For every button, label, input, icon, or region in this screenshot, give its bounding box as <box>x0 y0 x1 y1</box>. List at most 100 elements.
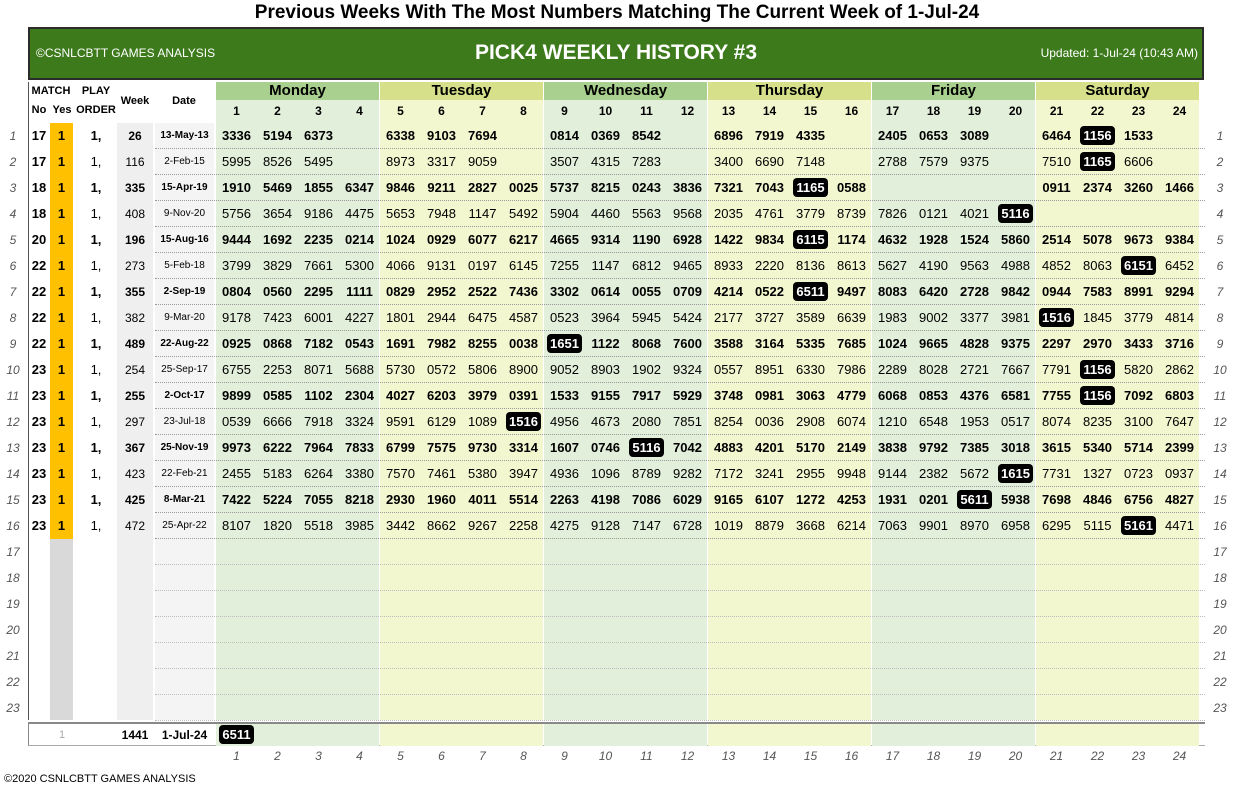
draw-number: 9842 <box>1001 284 1030 299</box>
draw-number: 9186 <box>304 206 333 221</box>
draw-number: 5115 <box>1083 518 1112 533</box>
draw-number: 4214 <box>714 284 743 299</box>
day-header-friday: Friday <box>872 82 1035 100</box>
play-order: 1, <box>90 258 102 273</box>
matched-number: 1516 <box>506 412 541 431</box>
draw-cell: 3985 <box>339 513 380 539</box>
draw-cell: 2177 <box>708 305 749 331</box>
draw-number: 6217 <box>509 232 538 247</box>
draw-cell: 6639 <box>831 305 872 331</box>
draw-number: 4936 <box>550 466 579 481</box>
draw-cell: 8951 <box>749 357 790 383</box>
draw-number: 9155 <box>591 388 620 403</box>
matched-number: 1516 <box>1039 308 1074 327</box>
draw-number: 3779 <box>1124 310 1153 325</box>
draw-number: 0038 <box>509 336 538 351</box>
day-band-2 <box>380 82 543 720</box>
row-separator <box>155 382 1205 383</box>
draw-cell: 1165 <box>790 175 831 201</box>
draw-number: 6928 <box>673 232 702 247</box>
draw-number: 7851 <box>673 414 702 429</box>
draw-cell: 0243 <box>626 175 667 201</box>
draw-cell: 8136 <box>790 253 831 279</box>
draw-date: 13-May-13 <box>160 130 209 141</box>
row-number-left: 6 <box>9 259 17 273</box>
draw-number: 9267 <box>468 518 497 533</box>
draw-cell: 3100 <box>1118 409 1159 435</box>
matched-number: 5161 <box>1121 516 1156 535</box>
draw-number: 5737 <box>550 180 579 195</box>
draw-number: 2728 <box>960 284 989 299</box>
draw-number: 6107 <box>755 492 784 507</box>
draw-cell: 3260 <box>1118 175 1159 201</box>
draw-number: 9591 <box>386 414 415 429</box>
day-header-wednesday: Wednesday <box>544 82 707 100</box>
draw-number: 2944 <box>427 310 456 325</box>
draw-number: 3668 <box>796 518 825 533</box>
draw-cell: 6690 <box>749 149 790 175</box>
draw-cell: 9211 <box>421 175 462 201</box>
draw-number: 7436 <box>509 284 538 299</box>
draw-number: 0517 <box>1001 414 1030 429</box>
draw-number: 9131 <box>427 258 456 273</box>
draw-cell: 5904 <box>544 201 585 227</box>
draw-cell: 1524 <box>954 227 995 253</box>
draw-cell: 5611 <box>954 487 995 513</box>
draw-number: 3654 <box>263 206 292 221</box>
draw-number: 0929 <box>427 232 456 247</box>
column-number-bottom: 13 <box>721 749 736 763</box>
draw-cell: 5300 <box>339 253 380 279</box>
draw-number: 6896 <box>714 128 743 143</box>
match-no: 22 <box>31 284 47 299</box>
draw-cell: 0829 <box>380 279 421 305</box>
draw-number: 8063 <box>1083 258 1112 273</box>
draw-cell: 3377 <box>954 305 995 331</box>
match-no: 23 <box>31 440 47 455</box>
column-number: 3 <box>315 104 322 118</box>
draw-number: 7826 <box>878 206 907 221</box>
draw-number: 2908 <box>796 414 825 429</box>
draw-cell: 8903 <box>585 357 626 383</box>
draw-number: 9052 <box>550 362 579 377</box>
draw-number: 8215 <box>591 180 620 195</box>
draw-cell: 1801 <box>380 305 421 331</box>
draw-cell: 1096 <box>585 461 626 487</box>
row-number-right: 22 <box>1213 675 1227 689</box>
draw-number: 7283 <box>632 154 661 169</box>
draw-number: 9846 <box>386 180 415 195</box>
row-number-left: 16 <box>6 519 20 533</box>
draw-cell: 2035 <box>708 201 749 227</box>
day-band-1 <box>216 82 379 720</box>
draw-number: 8970 <box>960 518 989 533</box>
match-yes: 1 <box>57 310 66 325</box>
column-number-bottom: 1 <box>233 749 240 763</box>
draw-cell: 7964 <box>298 435 339 461</box>
draw-cell: 8991 <box>1118 279 1159 305</box>
match-no: 22 <box>31 310 47 325</box>
current-match-no: 1 <box>58 729 66 741</box>
draw-cell: 5116 <box>626 435 667 461</box>
draw-cell: 3964 <box>585 305 626 331</box>
play-label: PLAY <box>81 85 111 97</box>
draw-cell: 0937 <box>1159 461 1200 487</box>
draw-number: 4460 <box>591 206 620 221</box>
draw-cell: 7182 <box>298 331 339 357</box>
draw-cell: 9155 <box>585 383 626 409</box>
week-number: 255 <box>124 389 146 403</box>
draw-number: 3260 <box>1124 180 1153 195</box>
current-number: 6511 <box>219 725 254 744</box>
draw-cell: 0814 <box>544 123 585 149</box>
draw-cell: 1111 <box>339 279 380 305</box>
draw-cell: 6803 <box>1159 383 1200 409</box>
draw-cell: 8613 <box>831 253 872 279</box>
draw-cell: 9186 <box>298 201 339 227</box>
row-number-right: 18 <box>1213 571 1227 585</box>
current-week: 1441 <box>121 728 149 742</box>
draw-number: 7919 <box>755 128 784 143</box>
day-band-3 <box>544 82 707 720</box>
draw-number: 0543 <box>345 336 374 351</box>
draw-cell: 4761 <box>749 201 790 227</box>
draw-cell: 0557 <box>708 357 749 383</box>
draw-number: 5424 <box>673 310 702 325</box>
draw-cell: 6338 <box>380 123 421 149</box>
